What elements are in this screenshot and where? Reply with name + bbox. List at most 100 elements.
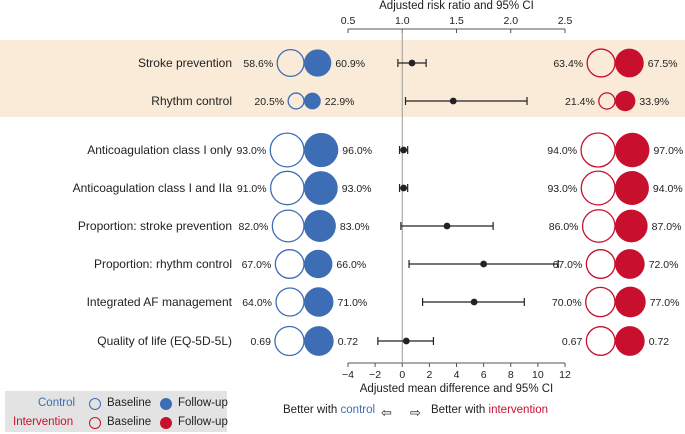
control-followup-bubble [304,210,336,242]
control-baseline-bubble [274,325,305,357]
control-followup-bubble [304,171,338,205]
bottom-axis-tick-label: 2 [426,369,432,381]
row-label: Quality of life (EQ-5D-5L) [97,334,232,348]
forest-row: Stroke prevention 58.6% 60.9% 63.4% 67.5% [138,48,678,78]
forest-row: Rhythm control 20.5% 22.9% 21.4% 33.9% [151,90,669,112]
forest-row: Proportion: stroke prevention 82.0% 83.0% 8… [78,209,682,243]
intervention-baseline-bubble [585,326,616,356]
bottom-axis-tick-label: 4 [454,369,460,381]
bottom-axis-tick-label: 6 [481,369,487,381]
control-followup-value: 83.0% [340,221,370,233]
intervention-baseline-bubble [580,132,616,168]
intervention-baseline-value: 86.0% [549,221,579,233]
control-baseline-value: 64.0% [242,297,272,309]
intervention-baseline-value: 94.0% [547,145,577,157]
intervention-followup-bubble [615,48,644,78]
control-followup-value: 71.0% [337,297,367,309]
control-followup-bubble [304,287,334,317]
better-control-word: control [340,404,376,416]
bottom-axis-tick-label: 8 [508,369,514,381]
intervention-followup-bubble [615,249,645,279]
intervention-followup-bubble [615,209,648,243]
forest-row: Anticoagulation class I only 93.0% 96.0% 94… [87,132,683,168]
legend-row-intervention: Intervention Baseline Follow-up [5,414,228,432]
top-axis-title: Adjusted risk ratio and 95% CI [379,0,534,12]
control-followup-value: 96.0% [342,145,372,157]
row-label: Proportion: stroke prevention [78,219,232,233]
control-followup-icon [160,398,172,410]
better-intervention-word: intervention [488,404,548,416]
intervention-followup-bubble [615,326,645,356]
control-followup-bubble [304,92,321,110]
control-baseline-bubble [271,209,305,243]
intervention-followup-value: 0.72 [649,336,670,348]
forest-row: Anticoagulation class I and IIa 91.0% 93.0… [73,170,683,206]
intervention-baseline-value: 93.0% [547,183,577,195]
bottom-axis-tick-label: −2 [369,369,381,381]
legend-intervention-label: Intervention [13,416,74,428]
control-baseline-bubble [269,170,305,206]
row-label: Stroke prevention [138,56,232,70]
arrow-left-icon: ⇦ [381,405,392,420]
better-prefix: Better with [283,404,338,416]
intervention-followup-value: 67.5% [648,58,678,70]
control-baseline-bubble [287,92,305,110]
control-followup-bubble [304,49,332,77]
control-followup-bubble [304,132,339,168]
intervention-followup-bubble [615,286,646,318]
point-estimate [443,222,451,230]
intervention-followup-value: 97.0% [653,145,683,157]
highlight-band [0,40,685,117]
row-label: Anticoagulation class I and IIa [73,181,233,195]
control-baseline-bubble [275,287,305,317]
row-label: Proportion: rhythm control [94,257,232,271]
intervention-followup-value: 87.0% [652,221,682,233]
control-followup-value: 60.9% [335,58,365,70]
control-baseline-value: 93.0% [236,145,266,157]
legend-followup-label: Follow-up [178,397,228,409]
intervention-baseline-bubble [585,249,616,279]
intervention-followup-bubble [615,132,650,168]
top-axis-tick-label: 0.5 [341,15,356,27]
top-axis-tick-label: 2.0 [503,15,518,27]
control-followup-value: 0.72 [338,336,359,348]
forest-row: Proportion: rhythm control 67.0% 66.0% 67.0… [94,249,679,279]
arrow-right-icon: ⇨ [410,405,421,420]
intervention-baseline-bubble [580,170,616,206]
control-baseline-bubble [274,249,305,279]
legend-baseline-label: Baseline [107,397,152,409]
control-baseline-bubble [269,132,305,168]
intervention-baseline-bubble [585,286,616,318]
point-estimate [470,298,478,306]
control-followup-value: 22.9% [325,96,355,108]
intervention-followup-bubble [615,90,636,112]
legend-followup-label: Follow-up [178,416,228,428]
bottom-axis-title: Adjusted mean difference and 95% CI [360,383,554,395]
control-baseline-icon [89,398,101,410]
intervention-baseline-bubble [581,209,616,243]
control-baseline-bubble [276,48,305,78]
intervention-baseline-value: 67.0% [553,259,583,271]
legend-row-control: Control Baseline Follow-up [5,395,228,413]
better-with-control: Better with control [283,404,375,416]
better-with-intervention: Better with intervention [431,404,548,416]
point-estimate [400,184,408,192]
legend: Control Baseline Follow-up Intervention … [5,391,228,432]
control-baseline-value: 91.0% [237,183,267,195]
intervention-baseline-value: 21.4% [565,96,595,108]
intervention-baseline-value: 70.0% [552,297,582,309]
intervention-followup-icon [160,417,172,429]
control-baseline-value: 82.0% [239,221,269,233]
intervention-followup-value: 33.9% [639,96,669,108]
point-estimate [480,260,488,268]
intervention-followup-value: 94.0% [653,183,683,195]
row-label: Anticoagulation class I only [87,143,232,157]
bottom-axis-tick-label: −4 [342,369,354,381]
intervention-followup-value: 72.0% [649,259,679,271]
control-baseline-value: 0.69 [250,336,271,348]
point-estimate [400,146,408,154]
control-baseline-value: 20.5% [254,96,284,108]
row-label: Integrated AF management [87,295,233,309]
control-followup-bubble [304,249,333,279]
